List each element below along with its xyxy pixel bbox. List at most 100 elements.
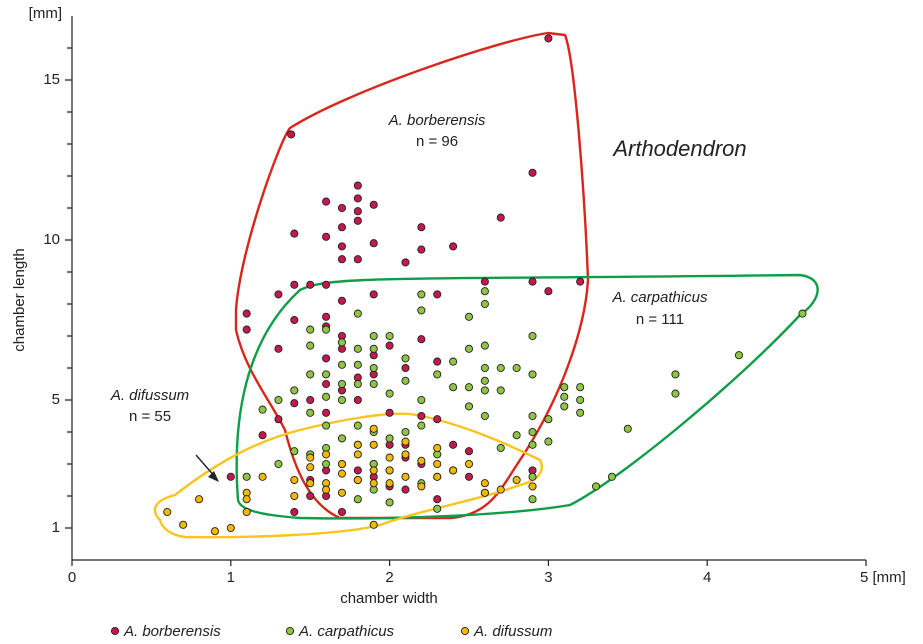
point [560,402,569,411]
point [385,498,394,507]
point [242,472,251,481]
point [480,299,489,309]
point [449,466,458,475]
annotation-arrowhead [208,471,219,482]
point [512,363,521,373]
point [210,527,219,536]
point [258,431,267,440]
point [417,223,426,232]
point [353,440,362,449]
point [401,427,410,437]
point [353,207,362,216]
point [480,411,489,421]
point [480,287,489,296]
legend-label: A. carpathicus [298,623,395,640]
point [287,130,296,139]
point [385,331,394,341]
point [322,421,331,430]
point [401,376,410,385]
hulls [153,31,819,539]
point [433,472,442,481]
point [353,395,362,405]
point [528,168,537,177]
point [385,408,394,417]
point [385,479,394,488]
point [417,335,426,344]
point [290,491,299,501]
legend-marker [110,626,120,636]
point [464,472,474,481]
point [480,363,489,373]
point [306,491,315,501]
annotation: A. carpathicus [611,289,708,306]
hull-borberensis [234,31,590,520]
legend-marker [460,626,470,636]
y-tick-label: 1 [52,519,60,536]
point [417,395,426,405]
point [290,399,299,408]
point [290,475,299,485]
x-tick-label: 2 [385,569,393,586]
point [401,354,410,363]
point [480,488,489,497]
point [433,459,442,469]
point [322,459,331,469]
point [179,520,188,529]
point [306,395,315,405]
point [306,463,315,472]
hull-carpathicus [235,273,819,520]
point [401,437,410,446]
point [322,197,331,206]
point [337,296,347,305]
point [560,383,569,392]
point [290,229,299,238]
y-tick-label: 10 [43,231,60,248]
point [464,344,474,353]
point [734,351,744,360]
point [322,485,331,494]
point [417,482,426,491]
point [385,389,394,398]
point [337,459,347,469]
points [163,34,807,536]
annotation: A. borberensis [388,112,486,129]
point [464,312,474,321]
point [576,395,585,405]
point [464,459,474,469]
point [449,383,458,392]
point [528,427,537,437]
point [433,357,442,366]
annotation: A. difussum [110,387,189,404]
point [433,443,442,453]
point [306,325,315,334]
point [226,523,235,533]
point [576,408,585,417]
point [480,386,489,395]
annotation: n = 55 [129,408,171,425]
point [401,363,410,373]
point [369,424,378,433]
point [433,370,442,379]
y-tick-label: 5 [52,391,60,408]
point [417,421,426,430]
point [322,354,331,363]
point [385,466,394,475]
point [337,223,347,232]
point [163,507,172,517]
point [306,408,315,417]
point [242,325,251,334]
point [544,437,553,446]
point [480,341,489,350]
point [290,507,299,517]
point [306,370,315,379]
annotation: Arthodendron [611,136,746,161]
point [226,472,235,481]
point [353,360,362,369]
point [496,443,505,453]
point [385,453,394,462]
point [306,280,315,289]
y-axis-label: chamber length [11,248,28,351]
point [401,450,410,459]
point [401,472,410,481]
